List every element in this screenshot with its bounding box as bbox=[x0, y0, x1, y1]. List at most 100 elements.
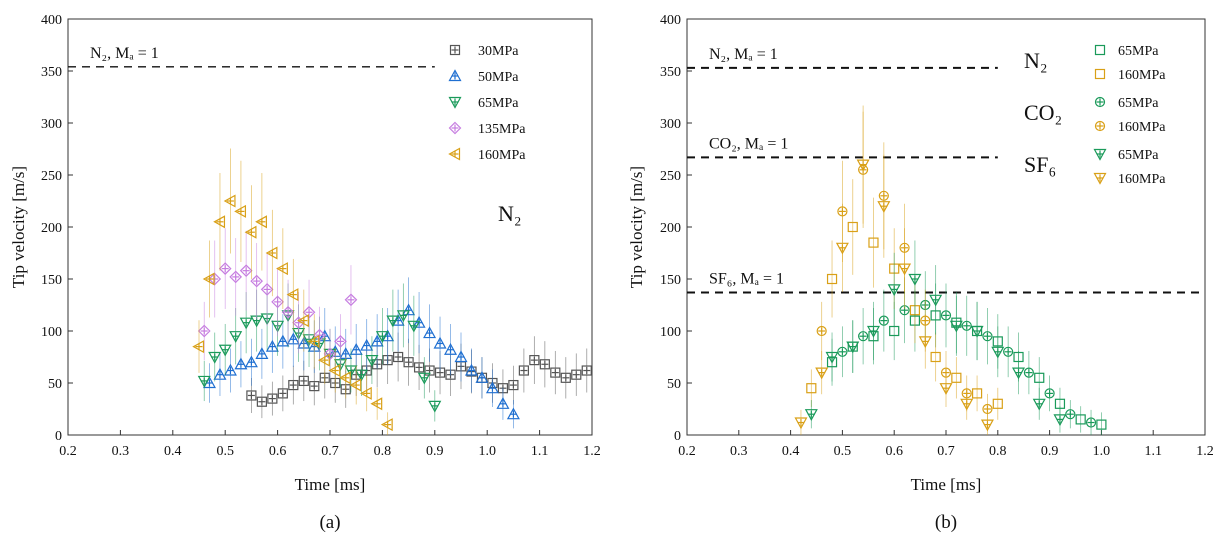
data-point bbox=[360, 338, 374, 351]
x-tick-label: 0.4 bbox=[164, 444, 182, 459]
axis-ticks: 0.2 0.3 0.4 0.5 0.6 0.7 0.8 0.9 1.0 1.1 1.2 0 50 100 1… bbox=[41, 13, 601, 459]
data-point bbox=[1096, 419, 1107, 430]
legend-label: 160MPa bbox=[478, 148, 526, 163]
data-point bbox=[281, 305, 295, 319]
x-axis-label: Time [ms] bbox=[295, 475, 366, 494]
series-4 bbox=[192, 148, 393, 435]
data-point bbox=[239, 264, 253, 278]
data-point bbox=[1065, 409, 1076, 420]
data-point bbox=[349, 378, 362, 392]
legend-marker bbox=[448, 121, 462, 135]
data-point bbox=[518, 365, 529, 376]
x-tick-label: 1.2 bbox=[583, 444, 601, 459]
data-point bbox=[908, 273, 922, 286]
legend-marker bbox=[448, 147, 461, 161]
data-point bbox=[1012, 367, 1026, 380]
data-point bbox=[309, 381, 320, 392]
y-tick-label: 200 bbox=[660, 221, 681, 236]
series-5 bbox=[794, 105, 994, 435]
data-point bbox=[307, 334, 320, 348]
data-point bbox=[1034, 372, 1045, 383]
data-point bbox=[286, 288, 299, 302]
data-point bbox=[550, 367, 561, 378]
data-point bbox=[816, 325, 827, 337]
data-point bbox=[277, 388, 288, 399]
data-point bbox=[918, 336, 932, 349]
data-point bbox=[868, 237, 879, 248]
data-point bbox=[982, 331, 993, 342]
legend-marker bbox=[1094, 44, 1106, 56]
data-point bbox=[1023, 367, 1034, 378]
x-tick-label: 0.2 bbox=[678, 444, 696, 459]
series-4 bbox=[804, 240, 1067, 433]
data-point bbox=[806, 383, 817, 394]
data-point bbox=[1044, 388, 1055, 399]
data-point bbox=[344, 365, 358, 378]
data-point bbox=[444, 342, 458, 355]
x-tick-label: 0.3 bbox=[112, 444, 130, 459]
data-point bbox=[982, 403, 993, 415]
legend-label: 30MPa bbox=[478, 44, 519, 59]
data-point bbox=[961, 320, 972, 331]
y-tick-label: 0 bbox=[674, 429, 681, 444]
data-point bbox=[1075, 414, 1086, 425]
data-point bbox=[815, 367, 829, 380]
chart-panel-b: 0.2 0.3 0.4 0.5 0.6 0.7 0.8 0.9 1.0 1.1 1.2 0 50 100 1… bbox=[627, 13, 1214, 533]
x-tick-label: 0.6 bbox=[885, 444, 903, 459]
y-tick-label: 0 bbox=[55, 429, 62, 444]
data-point bbox=[255, 215, 267, 229]
x-axis-label: Time [ms] bbox=[911, 475, 982, 494]
data-point bbox=[887, 284, 901, 297]
data-point bbox=[246, 390, 257, 401]
legend-label: 65MPa bbox=[1118, 148, 1159, 163]
data-point bbox=[992, 398, 1003, 409]
data-point bbox=[835, 242, 849, 255]
x-tick-label: 1.0 bbox=[1093, 444, 1111, 459]
legend-label: 65MPa bbox=[1118, 96, 1159, 111]
data-point bbox=[847, 221, 858, 233]
data-point bbox=[846, 341, 860, 354]
y-tick-label: 350 bbox=[41, 65, 62, 80]
legend-marker bbox=[1094, 96, 1106, 108]
y-tick-label: 400 bbox=[41, 13, 62, 28]
y-tick-label: 100 bbox=[41, 325, 62, 340]
data-point bbox=[506, 407, 520, 420]
x-tick-label: 1.1 bbox=[531, 444, 549, 459]
legend-gas-label: SF₆ bbox=[1024, 152, 1056, 177]
data-point bbox=[271, 295, 284, 309]
data-point bbox=[265, 339, 279, 352]
data-point bbox=[223, 363, 237, 376]
data-point bbox=[1003, 346, 1014, 357]
chart-panel-a: 0.2 0.3 0.4 0.5 0.6 0.7 0.8 0.9 1.0 1.1 1.2 0 50 100 1… bbox=[9, 13, 601, 533]
legend-marker bbox=[1093, 148, 1107, 161]
data-point bbox=[949, 320, 963, 333]
legend-label: 160MPa bbox=[1118, 172, 1166, 187]
legend-gas-label: N₂ bbox=[1024, 48, 1048, 73]
data-point bbox=[794, 417, 808, 430]
data-point bbox=[960, 398, 974, 411]
data-point bbox=[464, 363, 478, 376]
data-point bbox=[428, 400, 442, 413]
data-point bbox=[496, 397, 510, 409]
data-point bbox=[334, 335, 347, 348]
y-tick-label: 150 bbox=[660, 273, 681, 288]
data-point bbox=[581, 365, 592, 376]
data-point bbox=[202, 272, 215, 286]
data-point bbox=[1085, 417, 1097, 428]
legend-gas-label: CO₂ bbox=[1024, 100, 1062, 125]
legend-marker bbox=[1094, 68, 1106, 80]
reference-line-label: N₂, Mₐ = 1 bbox=[709, 46, 778, 63]
data-point bbox=[197, 375, 211, 388]
data-point bbox=[407, 320, 421, 333]
data-point bbox=[825, 351, 839, 364]
legend-marker bbox=[448, 69, 462, 82]
data-point bbox=[359, 386, 372, 400]
x-tick-label: 1.1 bbox=[1144, 444, 1162, 459]
data-point bbox=[951, 372, 962, 383]
data-point bbox=[1032, 398, 1046, 411]
data-point bbox=[265, 246, 278, 260]
data-point bbox=[485, 381, 499, 394]
data-point bbox=[454, 350, 468, 363]
x-tick-label: 0.4 bbox=[782, 444, 800, 459]
